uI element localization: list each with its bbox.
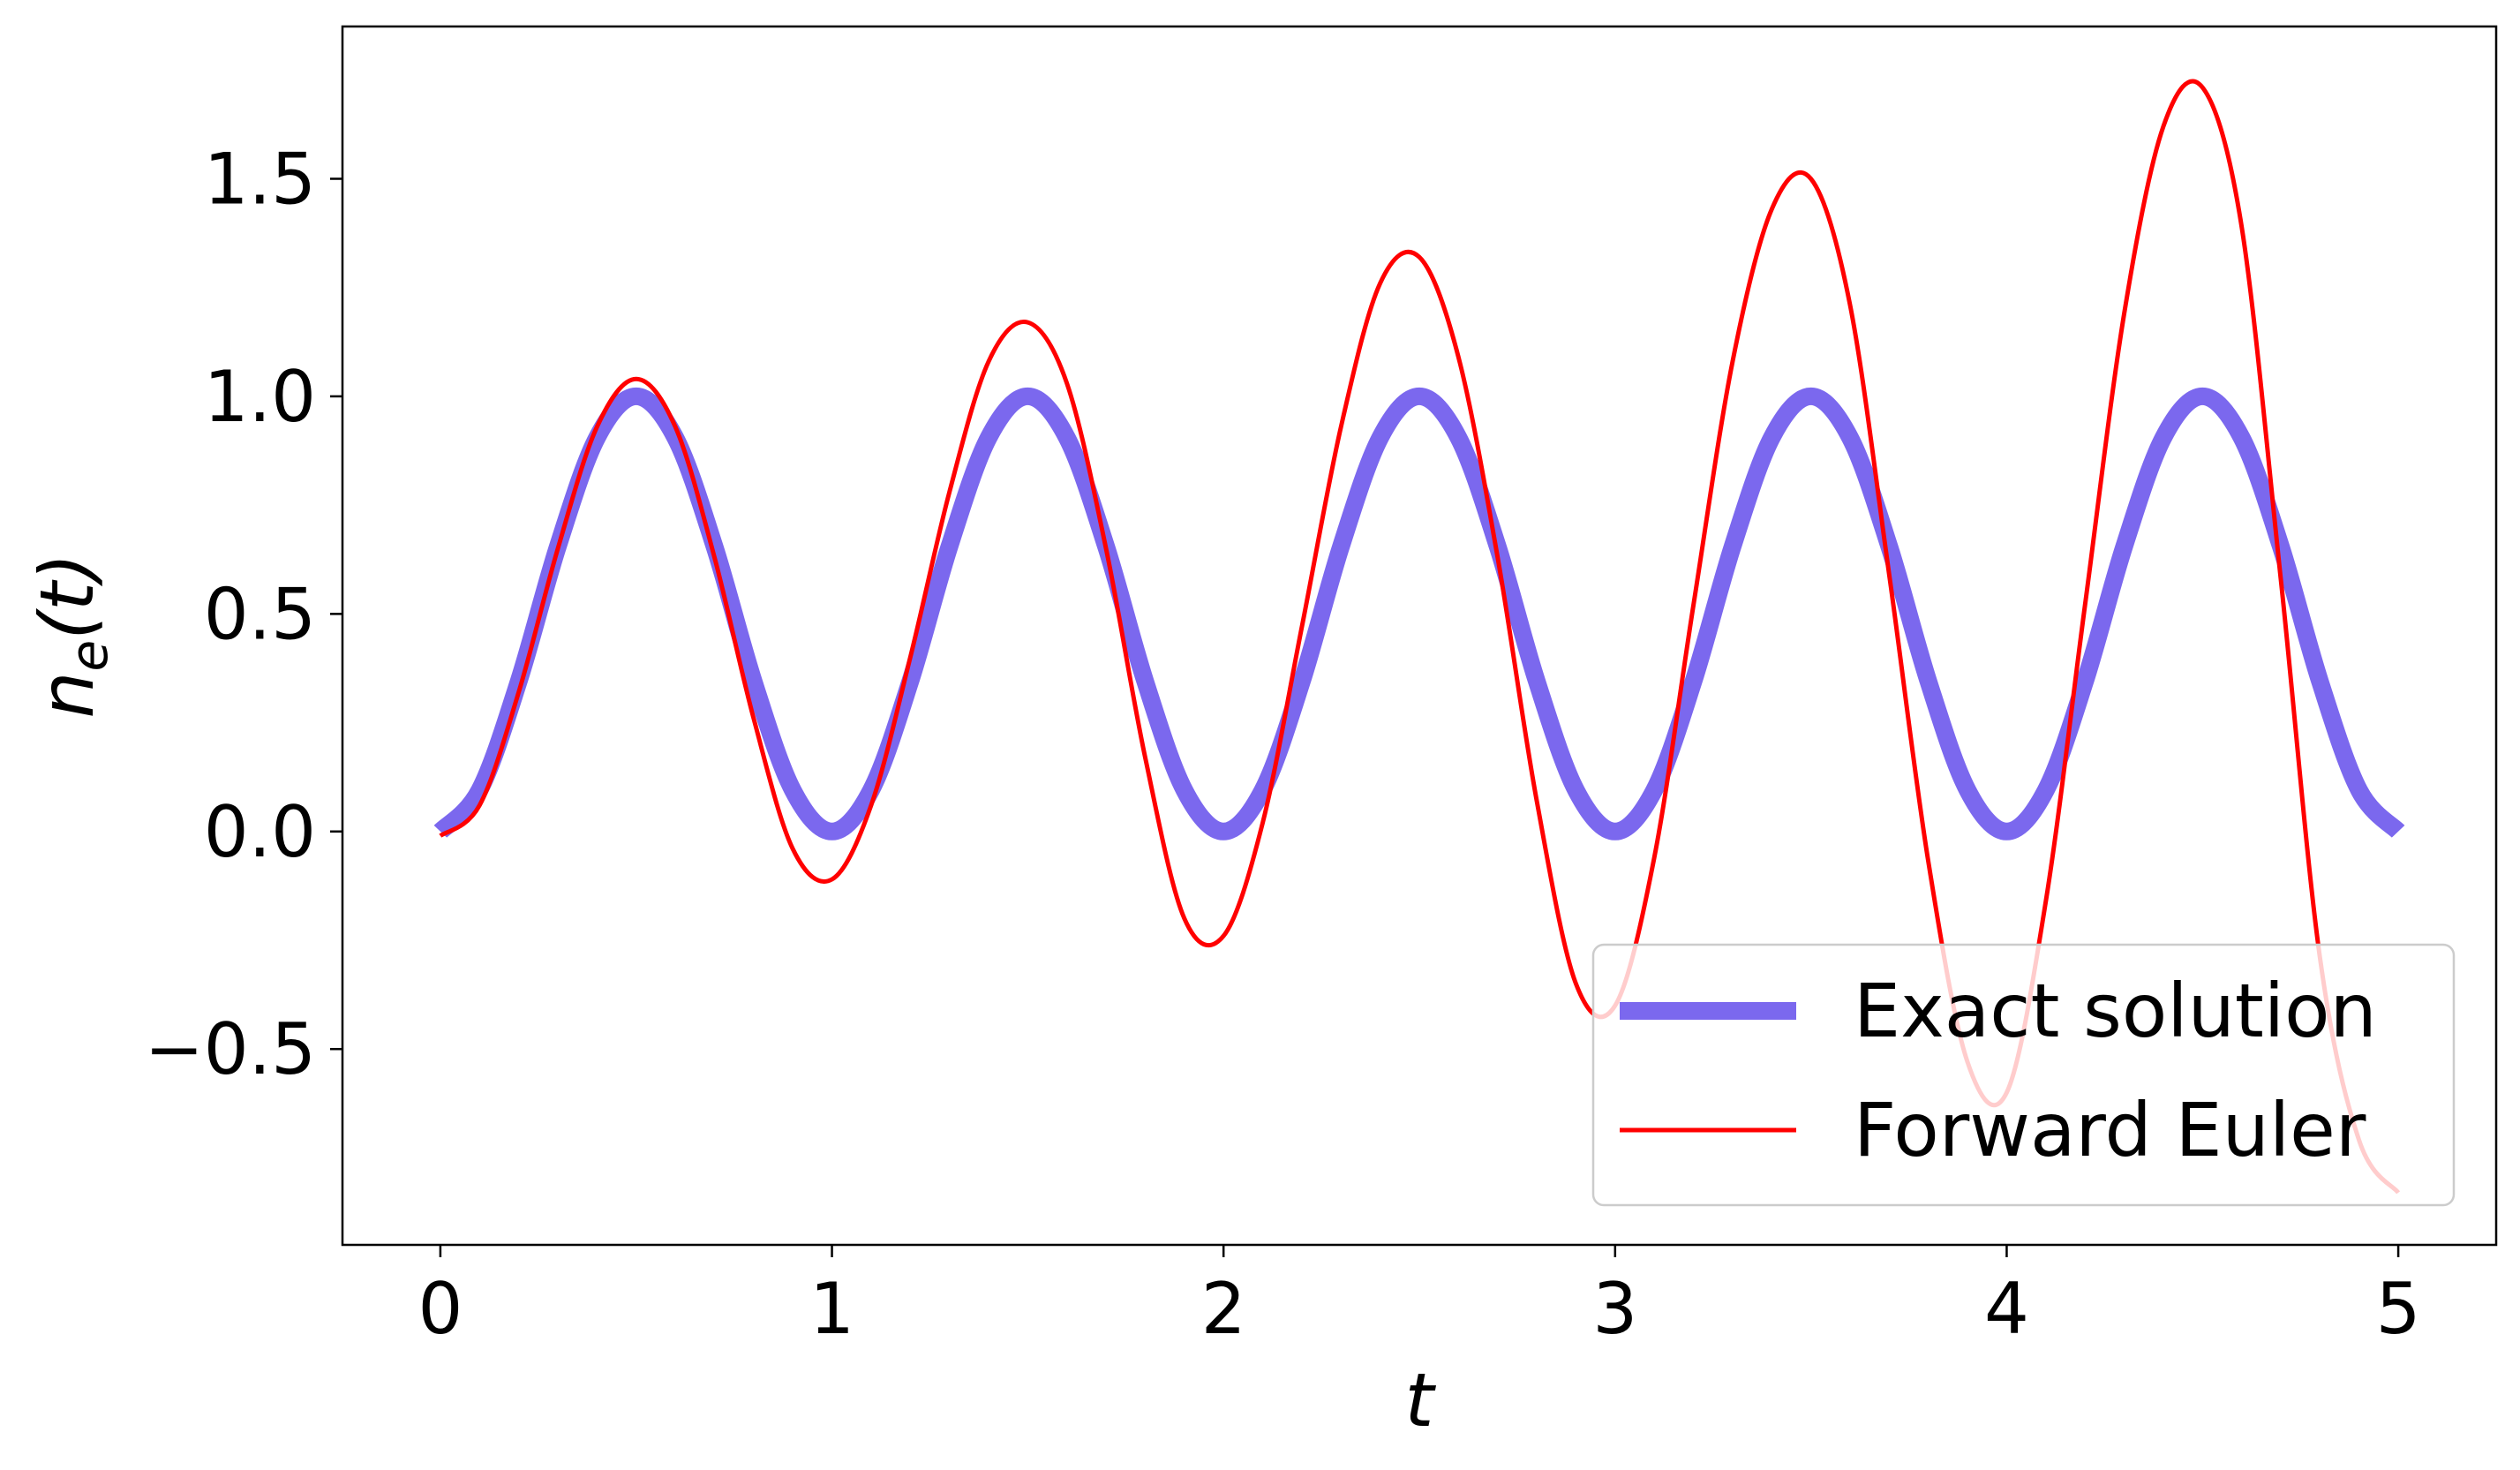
x-tick-label: 4 [1984,1268,2029,1350]
x-tick-label: 5 [2376,1268,2421,1350]
y-tick-label: −0.5 [145,1008,316,1090]
series-line-forward-euler [439,79,2401,1195]
x-tick-label: 3 [1592,1268,1637,1350]
y-tick-label: 0.5 [204,573,316,655]
x-tick-label: 0 [417,1268,463,1350]
y-axis-label-tail: (t) [24,553,110,639]
x-axis-label: t [1405,1357,1437,1444]
y-axis-label: ne(t) [24,553,119,718]
y-tick-label: 1.5 [204,139,316,221]
series-layer [433,79,2405,1195]
plot-frame [341,25,2498,1247]
legend: Exact solution Forward Euler [1591,943,2456,1207]
y-axis-label-subscript: e [59,640,119,672]
y-tick-label: 0.0 [204,791,316,873]
legend-label-euler: Forward Euler [1854,1087,2366,1173]
x-axis: 0 1 2 3 4 5 [417,1245,2421,1350]
series-line-exact-solution [433,387,2405,841]
y-axis-label-main: n [24,671,110,718]
legend-box [1591,943,2456,1207]
y-tick-label: 1.0 [204,356,316,438]
x-tick-label: 1 [809,1268,854,1350]
y-axis: −0.5 0.0 0.5 1.0 1.5 [145,139,342,1090]
legend-label-exact: Exact solution [1854,968,2377,1054]
x-tick-label: 2 [1201,1268,1246,1350]
